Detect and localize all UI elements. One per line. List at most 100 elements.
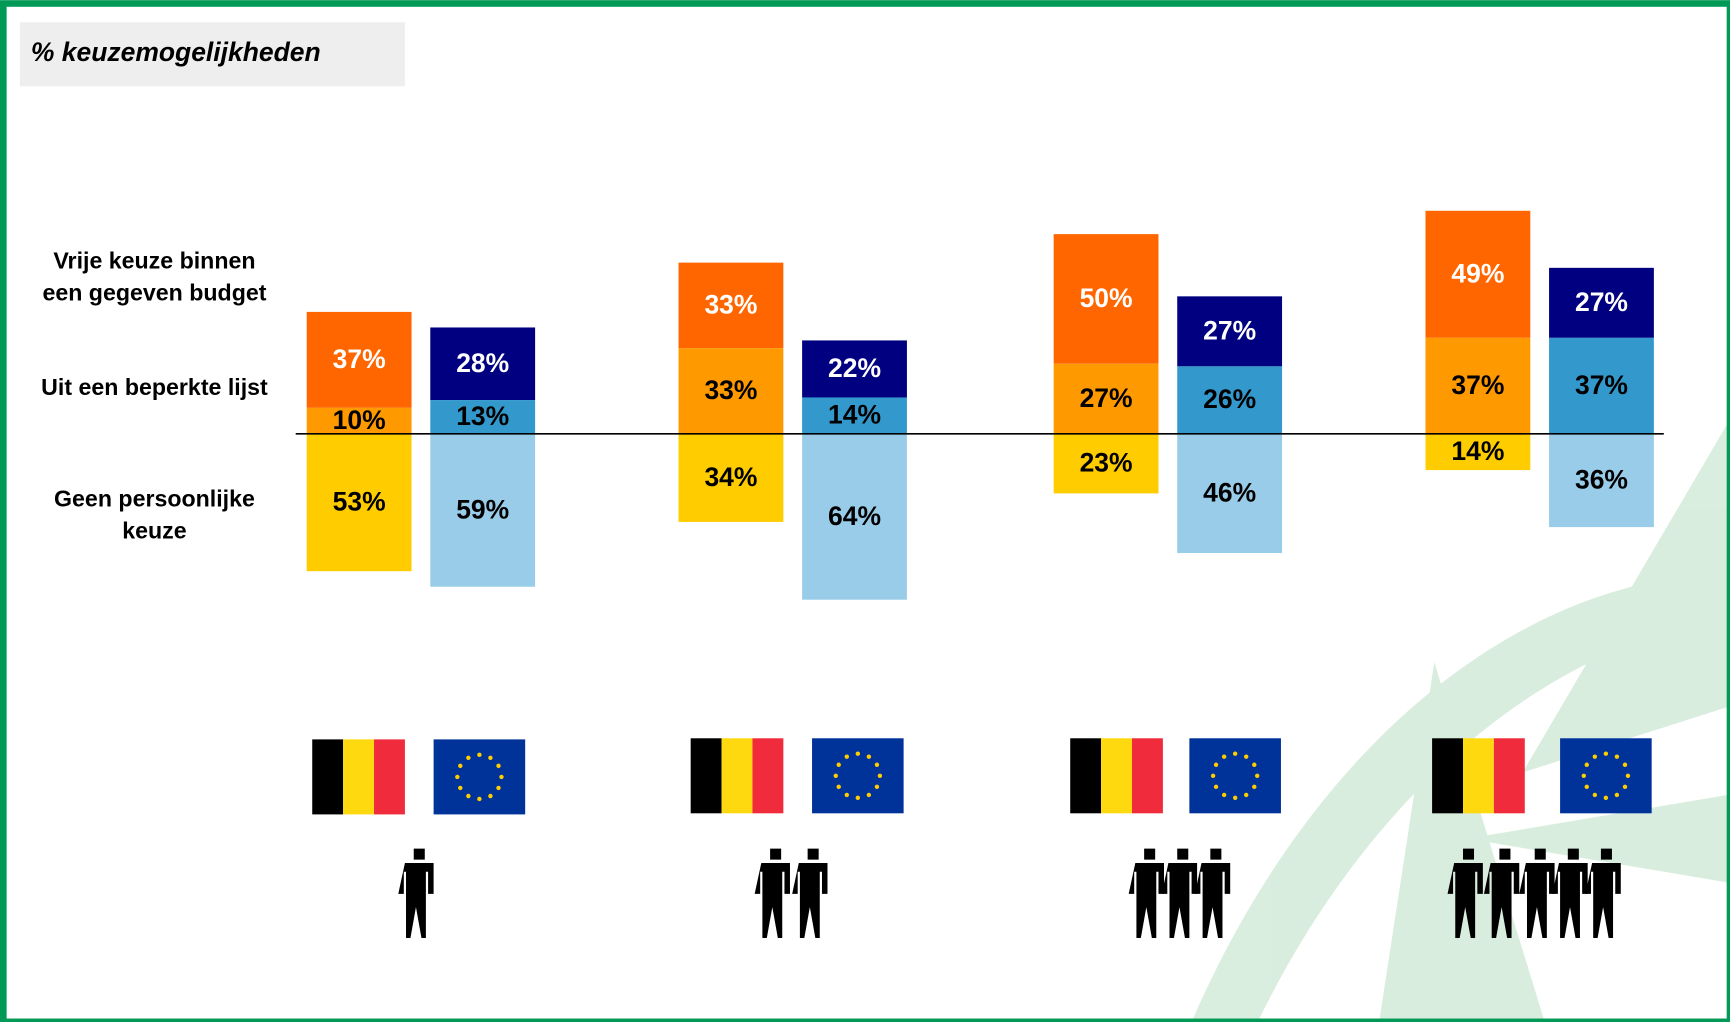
flag-eu-star: [1243, 792, 1249, 798]
flag-eu-star: [477, 796, 482, 802]
person-icon: [1585, 848, 1621, 938]
flag-eu-star: [1592, 792, 1598, 798]
flag-eu-star: [833, 773, 838, 779]
data-label: 14%: [828, 400, 881, 430]
flag-eu-star: [1622, 762, 1628, 767]
data-label: 37%: [1451, 370, 1504, 400]
legend-label: Geen persoonlijke keuze: [54, 486, 255, 545]
bar-segment: [430, 400, 536, 434]
person-icon: [792, 848, 828, 938]
legend-entry: Vrije keuze binnen een gegeven budget: [42, 248, 267, 306]
flag-be-red: [752, 738, 784, 814]
flag-eu-star: [488, 793, 493, 799]
flag-eu-star: [874, 784, 880, 790]
data-label: 26%: [1203, 384, 1256, 414]
flag-eu-star: [488, 755, 493, 760]
bar-segment: [1053, 433, 1159, 494]
flag-eu-star: [836, 762, 841, 767]
flag-eu-star: [1213, 762, 1219, 767]
flag-eu: [1189, 738, 1281, 814]
bar-segment: [1177, 366, 1283, 434]
watermark: [1191, 419, 1730, 1022]
flag-eu-star: [877, 773, 883, 779]
person-icon: [1194, 848, 1231, 938]
flag-eu-star: [1243, 754, 1249, 759]
bar-segment: [1425, 210, 1531, 338]
flag-be-yellow: [721, 738, 753, 814]
bar-segment: [678, 348, 784, 434]
flag-eu-star: [836, 784, 841, 790]
bar-segment: [306, 407, 412, 434]
data-label: 28%: [456, 348, 509, 378]
bar-segment: [678, 262, 784, 349]
bar-segment: [1425, 433, 1531, 471]
flag-eu-star: [1603, 795, 1609, 801]
person-icon: [1128, 848, 1164, 938]
bar-segment: [1177, 433, 1283, 554]
flag-eu-star: [866, 792, 872, 798]
legend-label: Uit een beperkte lijst: [41, 375, 268, 401]
labels: 37% 10% 53% 28% 13% 59% 33% 33% 34% 22% 14% 64% 50% 2…: [333, 258, 1628, 530]
bar-segment: [430, 327, 536, 401]
flag-eu-star: [1584, 784, 1589, 790]
flag-eu-star: [855, 751, 861, 756]
flag-be-red: [1493, 738, 1525, 814]
person-icon: [1552, 848, 1588, 938]
data-label: 23%: [1080, 448, 1133, 478]
flag-eu-star: [1252, 784, 1257, 790]
flag-be-black: [1070, 738, 1102, 814]
bar-segment: [802, 340, 907, 398]
flag-eu-star: [855, 795, 861, 801]
flag-be-yellow: [1462, 738, 1494, 814]
legend-entry: Geen persoonlijke keuze: [54, 486, 255, 545]
bar-segment: [678, 433, 784, 522]
bar-segment: [1053, 363, 1159, 434]
flag-eu-star: [866, 754, 872, 759]
flag-eu-star: [477, 752, 482, 758]
data-label: 10%: [333, 405, 386, 435]
bar-segment: [802, 433, 907, 600]
legend-label: Vrije keuze binnen een gegeven budget: [42, 248, 267, 306]
data-label: 53%: [333, 487, 386, 517]
flag-be-yellow: [343, 739, 375, 815]
bars: [306, 210, 1654, 600]
flag-be-yellow: [1101, 738, 1133, 814]
title-box: [19, 22, 405, 87]
flag-eu-star: [1625, 773, 1631, 779]
person-icon: [1483, 848, 1520, 938]
flag-eu-star: [458, 763, 463, 769]
person-icon: [754, 848, 790, 938]
flag-eu: [812, 738, 904, 814]
flag-eu-star: [1252, 762, 1257, 767]
flag-eu-star: [1221, 792, 1227, 798]
data-label: 64%: [828, 501, 881, 531]
data-label: 36%: [1575, 465, 1628, 495]
data-label: 33%: [704, 375, 757, 405]
data-label: 59%: [456, 494, 509, 524]
bar-segment: [1549, 433, 1654, 528]
flag-be-red: [374, 739, 405, 815]
person-icon: [398, 848, 434, 938]
data-label: 27%: [1080, 383, 1133, 413]
data-label: 50%: [1080, 283, 1133, 313]
legend-entry: Uit een beperkte lijst: [41, 375, 268, 401]
data-label: 27%: [1203, 315, 1256, 345]
decorations: [312, 738, 1652, 938]
flag-eu-star: [1210, 773, 1216, 779]
flag-eu-star: [1622, 784, 1628, 790]
data-label: 33%: [704, 290, 757, 320]
flag-eu-star: [466, 755, 471, 760]
bar-segment: [430, 433, 536, 587]
flag-eu-star: [1581, 773, 1587, 779]
flag-eu-star: [496, 785, 501, 791]
flag-eu-star: [458, 785, 463, 791]
data-label: 34%: [704, 462, 757, 492]
flag-eu-star: [1614, 754, 1620, 759]
flag-eu-star: [1221, 754, 1227, 759]
data-label: 13%: [456, 401, 509, 431]
flag-eu-star: [844, 792, 850, 798]
flag-eu-star: [1255, 773, 1260, 779]
person-icon: [1161, 848, 1198, 938]
flag-be-black: [690, 738, 722, 814]
